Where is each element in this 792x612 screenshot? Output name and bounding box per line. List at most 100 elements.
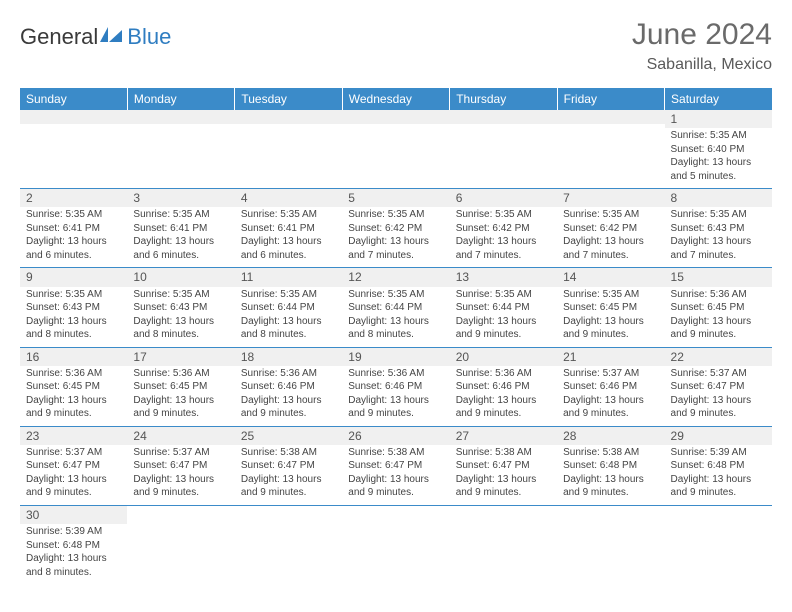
day-number: 22: [665, 348, 772, 366]
sunset-line: Sunset: 6:46 PM: [241, 380, 336, 394]
sunset-line: Sunset: 6:45 PM: [26, 380, 121, 394]
daylight-line: Daylight: 13 hours and 5 minutes.: [671, 156, 766, 183]
empty-daybar: [127, 110, 234, 124]
day-number: 15: [665, 268, 772, 286]
sunset-line: Sunset: 6:41 PM: [133, 222, 228, 236]
day-number: 7: [557, 189, 664, 207]
calendar-week: 9Sunrise: 5:35 AMSunset: 6:43 PMDaylight…: [20, 268, 772, 347]
sunrise-line: Sunrise: 5:36 AM: [26, 367, 121, 381]
daylight-line: Daylight: 13 hours and 6 minutes.: [26, 235, 121, 262]
sunset-line: Sunset: 6:42 PM: [348, 222, 443, 236]
calendar-cell: 14 Sunrise: 5:35 AMSunset: 6:45 PMDayligh…: [557, 268, 664, 347]
sunset-line: Sunset: 6:46 PM: [563, 380, 658, 394]
sunrise-line: Sunrise: 5:35 AM: [133, 288, 228, 302]
day-number: 19: [342, 348, 449, 366]
logo-flag-icon: [100, 24, 126, 50]
calendar-cell: 11Sunrise: 5:35 AMSunset: 6:44 PMDayligh…: [235, 268, 342, 347]
sunrise-line: Sunrise: 5:37 AM: [671, 367, 766, 381]
daylight-line: Daylight: 13 hours and 6 minutes.: [241, 235, 336, 262]
daylight-line: Daylight: 13 hours and 9 minutes.: [563, 473, 658, 500]
day-number: 16: [20, 348, 127, 366]
sunrise-line: Sunrise: 5:35 AM: [671, 208, 766, 222]
calendar-cell: [557, 110, 664, 189]
daylight-line: Daylight: 13 hours and 8 minutes.: [26, 552, 121, 579]
calendar-week: 23Sunrise: 5:37 AMSunset: 6:47 PMDayligh…: [20, 426, 772, 505]
calendar-body: 1Sunrise: 5:35 AMSunset: 6:40 PMDaylight…: [20, 110, 772, 584]
calendar-cell: 3Sunrise: 5:35 AMSunset: 6:41 PMDaylight…: [127, 189, 234, 268]
daylight-line: Daylight: 13 hours and 9 minutes.: [456, 394, 551, 421]
day-number: 30: [20, 506, 127, 524]
calendar-week: 2Sunrise: 5:35 AMSunset: 6:41 PMDaylight…: [20, 189, 772, 268]
sunset-line: Sunset: 6:47 PM: [456, 459, 551, 473]
sunset-line: Sunset: 6:47 PM: [241, 459, 336, 473]
calendar-cell: 15Sunrise: 5:36 AMSunset: 6:45 PMDayligh…: [665, 268, 772, 347]
daylight-line: Daylight: 13 hours and 9 minutes.: [456, 315, 551, 342]
calendar-cell: 5Sunrise: 5:35 AMSunset: 6:42 PMDaylight…: [342, 189, 449, 268]
calendar-cell: 12Sunrise: 5:35 AMSunset: 6:44 PMDayligh…: [342, 268, 449, 347]
daylight-line: Daylight: 13 hours and 8 minutes.: [241, 315, 336, 342]
calendar-cell: [342, 505, 449, 584]
sunset-line: Sunset: 6:48 PM: [671, 459, 766, 473]
calendar-week: 30Sunrise: 5:39 AMSunset: 6:48 PMDayligh…: [20, 505, 772, 584]
calendar-cell: 20Sunrise: 5:36 AMSunset: 6:46 PMDayligh…: [450, 347, 557, 426]
calendar-cell: 28Sunrise: 5:38 AMSunset: 6:48 PMDayligh…: [557, 426, 664, 505]
daylight-line: Daylight: 13 hours and 6 minutes.: [133, 235, 228, 262]
sunset-line: Sunset: 6:47 PM: [133, 459, 228, 473]
calendar-cell: 10Sunrise: 5:35 AMSunset: 6:43 PMDayligh…: [127, 268, 234, 347]
day-header-row: SundayMondayTuesdayWednesdayThursdayFrid…: [20, 88, 772, 110]
month-title: June 2024: [632, 18, 772, 52]
sunrise-line: Sunrise: 5:35 AM: [456, 288, 551, 302]
sunrise-line: Sunrise: 5:35 AM: [348, 208, 443, 222]
daylight-line: Daylight: 13 hours and 7 minutes.: [671, 235, 766, 262]
sunrise-line: Sunrise: 5:38 AM: [241, 446, 336, 460]
empty-daybar: [235, 110, 342, 124]
sunset-line: Sunset: 6:41 PM: [26, 222, 121, 236]
daylight-line: Daylight: 13 hours and 8 minutes.: [348, 315, 443, 342]
sunset-line: Sunset: 6:47 PM: [348, 459, 443, 473]
day-number: 14: [557, 268, 664, 286]
day-number: 12: [342, 268, 449, 286]
daylight-line: Daylight: 13 hours and 9 minutes.: [563, 394, 658, 421]
day-number: 9: [20, 268, 127, 286]
sunset-line: Sunset: 6:40 PM: [671, 143, 766, 157]
calendar-cell: 21Sunrise: 5:37 AMSunset: 6:46 PMDayligh…: [557, 347, 664, 426]
day-number: 28: [557, 427, 664, 445]
sunrise-line: Sunrise: 5:36 AM: [671, 288, 766, 302]
calendar-cell: 2Sunrise: 5:35 AMSunset: 6:41 PMDaylight…: [20, 189, 127, 268]
daylight-line: Daylight: 13 hours and 9 minutes.: [26, 394, 121, 421]
calendar-cell: [450, 110, 557, 189]
calendar-cell: 16Sunrise: 5:36 AMSunset: 6:45 PMDayligh…: [20, 347, 127, 426]
calendar-cell: [665, 505, 772, 584]
calendar-cell: 23Sunrise: 5:37 AMSunset: 6:47 PMDayligh…: [20, 426, 127, 505]
daylight-line: Daylight: 13 hours and 9 minutes.: [26, 473, 121, 500]
sunrise-line: Sunrise: 5:37 AM: [26, 446, 121, 460]
calendar-cell: 27Sunrise: 5:38 AMSunset: 6:47 PMDayligh…: [450, 426, 557, 505]
daylight-line: Daylight: 13 hours and 9 minutes.: [348, 473, 443, 500]
sunrise-line: Sunrise: 5:38 AM: [563, 446, 658, 460]
day-number: 11: [235, 268, 342, 286]
calendar-week: 16Sunrise: 5:36 AMSunset: 6:45 PMDayligh…: [20, 347, 772, 426]
daylight-line: Daylight: 13 hours and 9 minutes.: [133, 394, 228, 421]
daylight-line: Daylight: 13 hours and 9 minutes.: [563, 315, 658, 342]
calendar-table: SundayMondayTuesdayWednesdayThursdayFrid…: [20, 88, 772, 584]
day-number: 18: [235, 348, 342, 366]
calendar-cell: 7Sunrise: 5:35 AMSunset: 6:42 PMDaylight…: [557, 189, 664, 268]
sunrise-line: Sunrise: 5:37 AM: [563, 367, 658, 381]
sunrise-line: Sunrise: 5:35 AM: [26, 288, 121, 302]
calendar-cell: 6Sunrise: 5:35 AMSunset: 6:42 PMDaylight…: [450, 189, 557, 268]
calendar-cell: [127, 110, 234, 189]
sunset-line: Sunset: 6:41 PM: [241, 222, 336, 236]
sunset-line: Sunset: 6:45 PM: [563, 301, 658, 315]
day-header: Saturday: [665, 88, 772, 110]
day-header: Wednesday: [342, 88, 449, 110]
sunrise-line: Sunrise: 5:35 AM: [133, 208, 228, 222]
logo-text-1: General: [20, 24, 98, 50]
day-number: 6: [450, 189, 557, 207]
sunrise-line: Sunrise: 5:36 AM: [133, 367, 228, 381]
sunrise-line: Sunrise: 5:35 AM: [563, 288, 658, 302]
sunset-line: Sunset: 6:42 PM: [563, 222, 658, 236]
empty-daybar: [450, 110, 557, 124]
daylight-line: Daylight: 13 hours and 9 minutes.: [133, 473, 228, 500]
sunrise-line: Sunrise: 5:35 AM: [241, 208, 336, 222]
sunrise-line: Sunrise: 5:35 AM: [456, 208, 551, 222]
